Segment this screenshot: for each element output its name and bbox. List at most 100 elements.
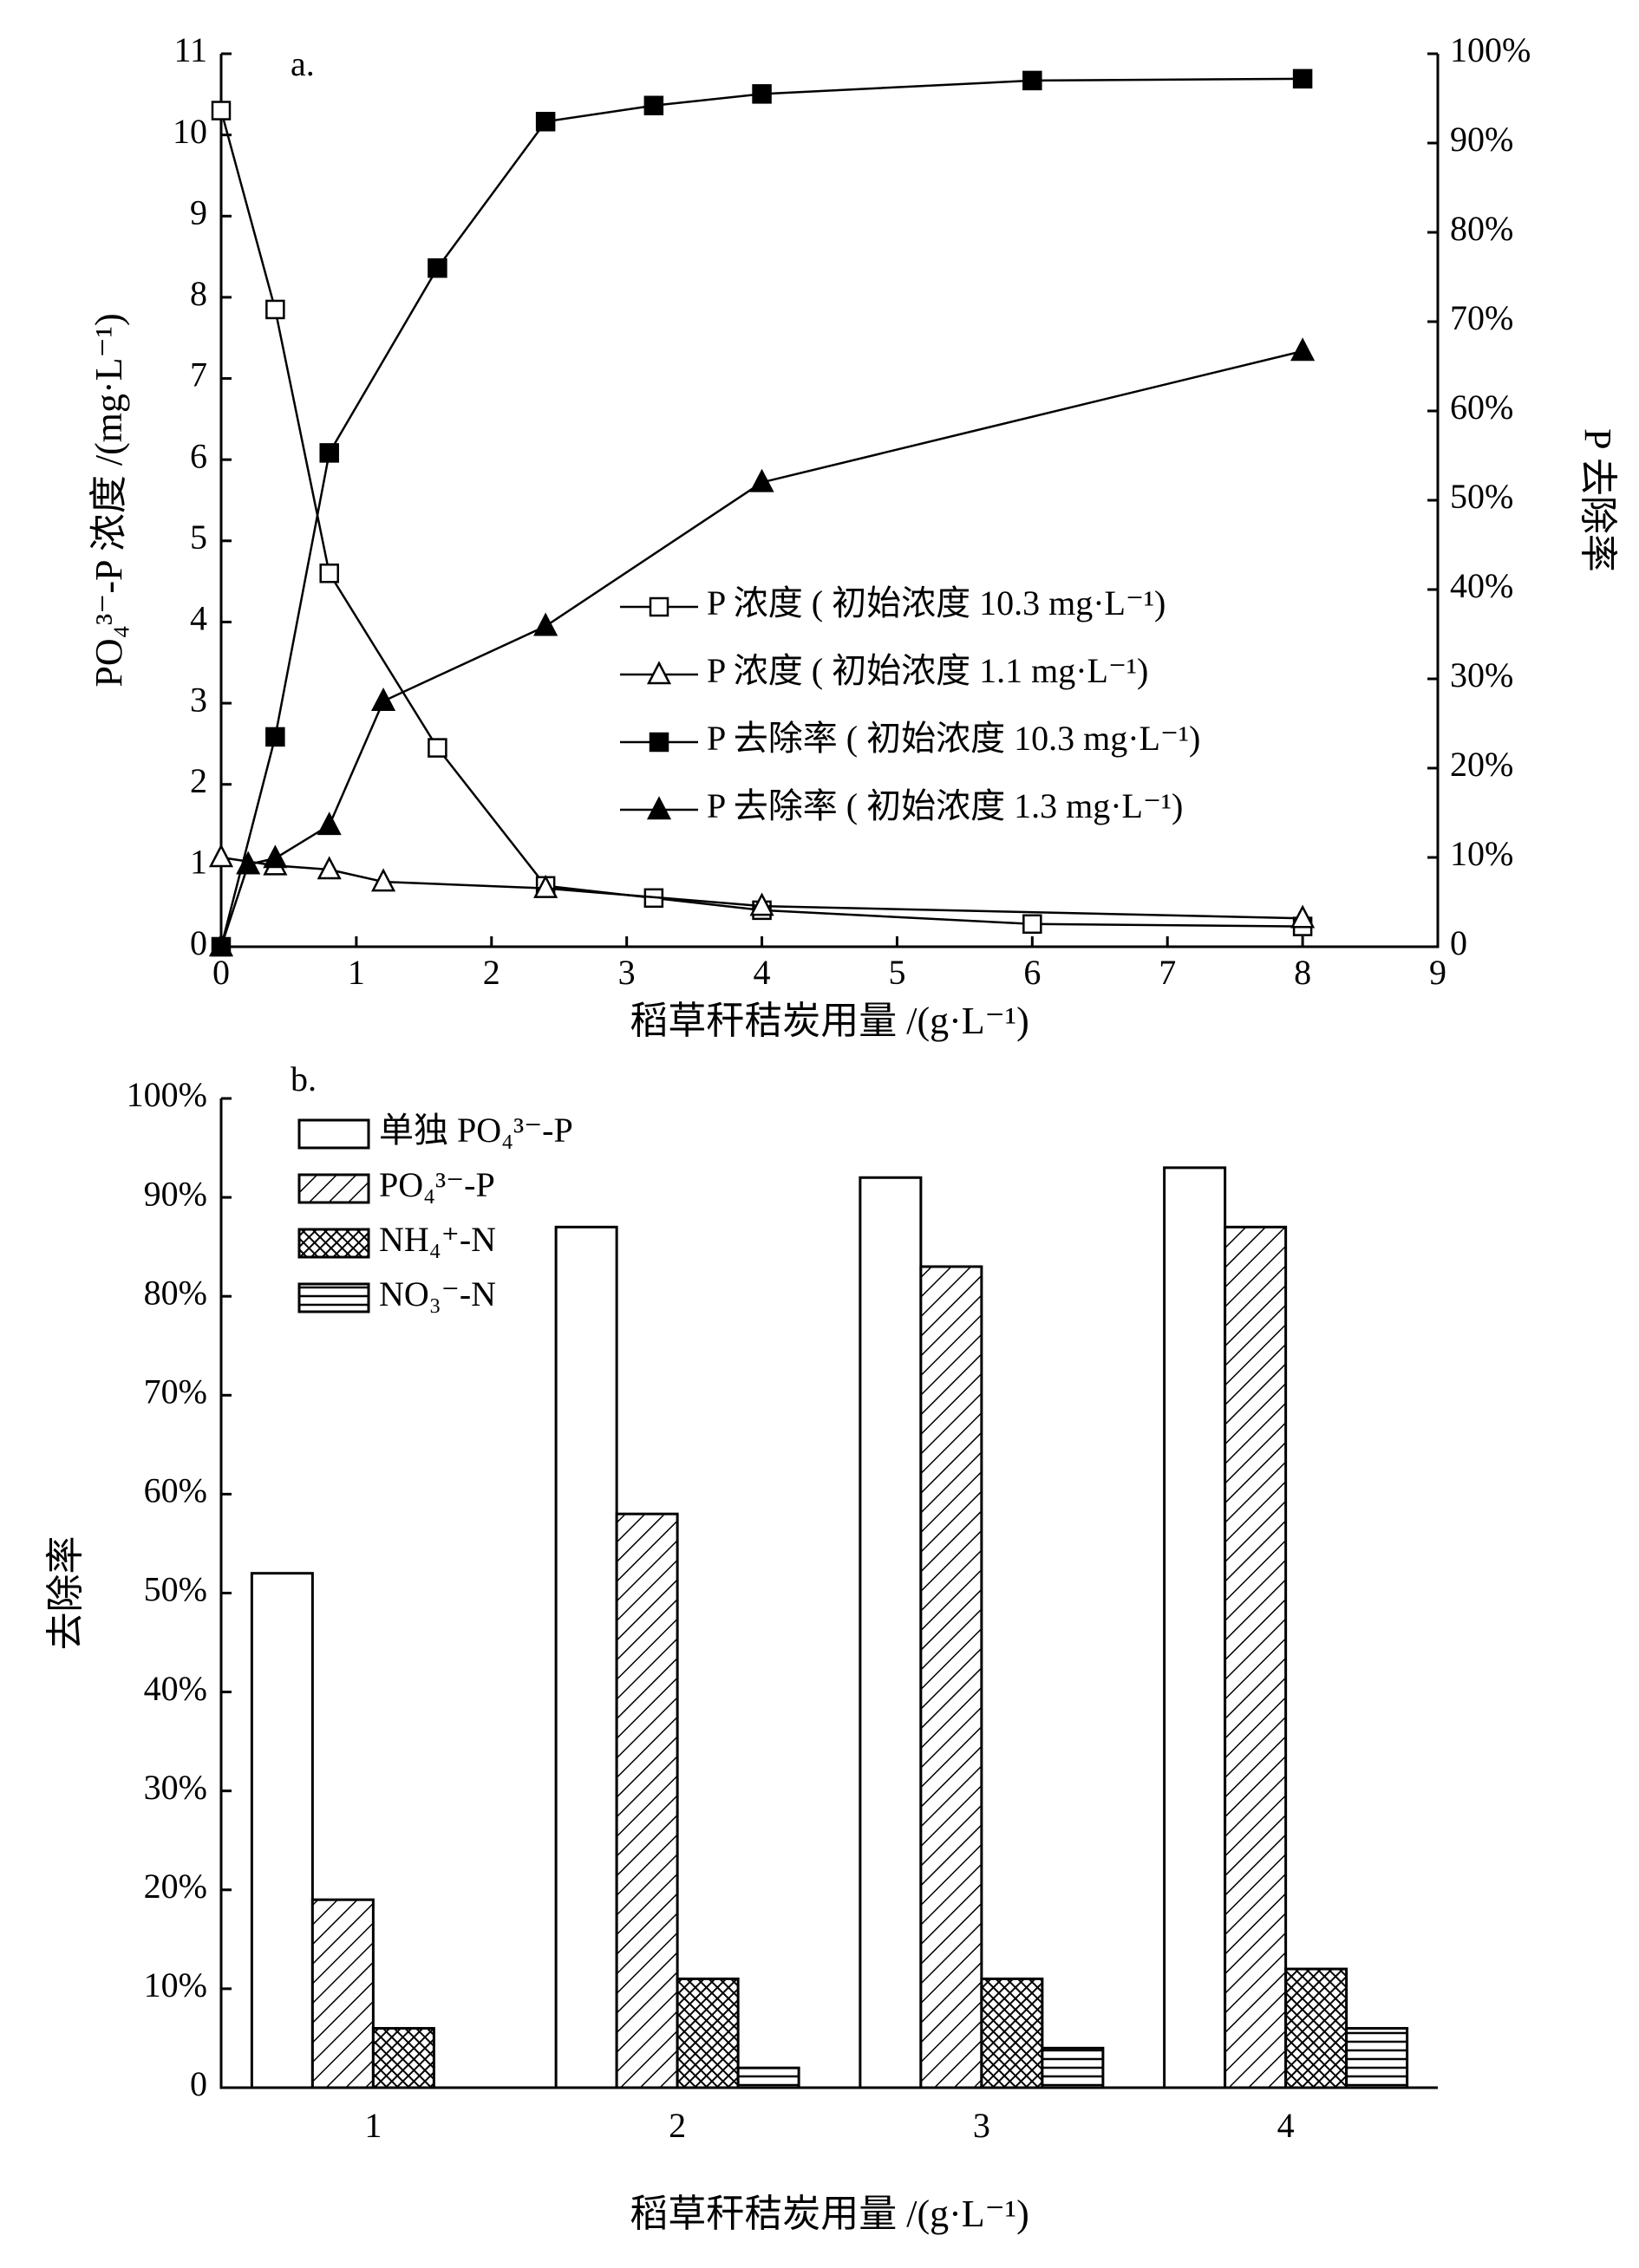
legend-marker bbox=[646, 661, 672, 685]
legend-marker bbox=[649, 732, 669, 753]
legend-label: 单独 PO₄³⁻-P bbox=[379, 1111, 573, 1150]
x-tick-label: 2 bbox=[669, 2106, 686, 2145]
x-tick-label: 1 bbox=[364, 2106, 382, 2145]
data-point bbox=[371, 688, 396, 711]
y2-tick-label: 60% bbox=[1450, 388, 1513, 427]
data-point bbox=[319, 564, 339, 583]
y-tick-label: 100% bbox=[127, 1075, 207, 1114]
legend-swatch bbox=[297, 1173, 370, 1204]
annotation: b. bbox=[291, 1059, 317, 1098]
y2-tick-label: 40% bbox=[1450, 566, 1513, 605]
y2-tick-label: 0 bbox=[1450, 923, 1467, 962]
y-tick-label: 6 bbox=[190, 436, 207, 475]
legend-marker bbox=[646, 796, 672, 820]
data-point bbox=[752, 84, 772, 104]
y-tick-label: 80% bbox=[144, 1273, 207, 1312]
y-axis-label: PO₄³⁻-P 浓度 /(mg·L⁻¹) bbox=[88, 313, 130, 687]
y-tick-label: 5 bbox=[190, 518, 207, 557]
data-point bbox=[535, 112, 556, 132]
legend-swatch bbox=[297, 1118, 370, 1150]
series-line bbox=[219, 349, 1303, 948]
legend-label: P 去除率 ( 初始浓度 10.3 mg·L⁻¹) bbox=[707, 719, 1200, 758]
data-point bbox=[236, 850, 261, 875]
x-tick-label: 3 bbox=[973, 2106, 990, 2145]
y2-tick-label: 80% bbox=[1450, 209, 1513, 248]
y-tick-label: 40% bbox=[144, 1669, 207, 1708]
bar bbox=[1345, 2027, 1409, 2089]
bar bbox=[1163, 1166, 1227, 2089]
bar bbox=[859, 1176, 923, 2089]
y-tick-label: 0 bbox=[190, 2064, 207, 2103]
data-point bbox=[208, 844, 234, 868]
bar bbox=[919, 1265, 983, 2089]
data-point bbox=[211, 101, 232, 121]
y-tick-label: 50% bbox=[144, 1570, 207, 1609]
data-point bbox=[643, 95, 664, 115]
bar bbox=[736, 2066, 800, 2089]
bar bbox=[371, 2027, 435, 2089]
y-tick-label: 10 bbox=[173, 112, 207, 151]
y-tick-label: 9 bbox=[190, 192, 207, 231]
bar bbox=[310, 1898, 375, 2089]
y-tick-label: 0 bbox=[190, 923, 207, 962]
legend-swatch bbox=[297, 1282, 370, 1313]
bar bbox=[615, 1512, 679, 2089]
y2-axis-label: P 去除率 bbox=[1577, 428, 1619, 572]
x-tick-label: 8 bbox=[1294, 953, 1311, 992]
data-point bbox=[319, 443, 339, 463]
data-point bbox=[265, 299, 285, 320]
data-point bbox=[1022, 70, 1042, 91]
y-tick-label: 8 bbox=[190, 274, 207, 313]
x-axis-label: 稻草秆秸炭用量 /(g·L⁻¹) bbox=[630, 2193, 1028, 2235]
data-point bbox=[1292, 68, 1313, 89]
bar bbox=[1284, 1967, 1348, 2089]
legend-label: P 浓度 ( 初始浓度 1.1 mg·L⁻¹) bbox=[707, 651, 1148, 690]
x-tick-label: 5 bbox=[888, 953, 905, 992]
data-point bbox=[371, 868, 396, 892]
y-tick-label: 20% bbox=[144, 1867, 207, 1906]
y-axis-label: 去除率 bbox=[44, 1536, 87, 1651]
legend-label: NH₄⁺-N bbox=[379, 1220, 496, 1259]
bar bbox=[554, 1225, 618, 2089]
y2-tick-label: 20% bbox=[1450, 745, 1513, 784]
data-point bbox=[265, 727, 285, 747]
y2-tick-label: 30% bbox=[1450, 655, 1513, 694]
y-tick-label: 3 bbox=[190, 680, 207, 719]
y-tick-label: 90% bbox=[144, 1174, 207, 1213]
legend-label: P 浓度 ( 初始浓度 10.3 mg·L⁻¹) bbox=[707, 583, 1166, 622]
data-point bbox=[533, 612, 558, 636]
y-tick-label: 7 bbox=[190, 355, 207, 394]
x-tick-label: 1 bbox=[348, 953, 365, 992]
y2-tick-label: 70% bbox=[1450, 298, 1513, 337]
data-point bbox=[208, 933, 234, 957]
data-point bbox=[317, 811, 342, 836]
y-tick-label: 60% bbox=[144, 1471, 207, 1510]
legend-swatch bbox=[297, 1228, 370, 1259]
x-tick-label: 3 bbox=[618, 953, 636, 992]
x-tick-label: 7 bbox=[1159, 953, 1176, 992]
y2-tick-label: 10% bbox=[1450, 834, 1513, 873]
data-point bbox=[428, 257, 447, 278]
data-point bbox=[749, 468, 774, 492]
x-axis-label: 稻草秆秸炭用量 /(g·L⁻¹) bbox=[630, 1000, 1028, 1042]
data-point bbox=[1290, 904, 1316, 929]
x-tick-label: 4 bbox=[1277, 2106, 1295, 2145]
y-tick-label: 4 bbox=[190, 599, 207, 638]
legend-label: P 去除率 ( 初始浓度 1.3 mg·L⁻¹) bbox=[707, 786, 1183, 825]
y-tick-label: 70% bbox=[144, 1372, 207, 1411]
y-tick-label: 1 bbox=[190, 843, 207, 882]
data-point bbox=[317, 856, 342, 880]
y-tick-label: 30% bbox=[144, 1768, 207, 1807]
y2-tick-label: 90% bbox=[1450, 120, 1513, 159]
legend-label: NO₃⁻-N bbox=[379, 1274, 496, 1313]
x-tick-label: 4 bbox=[754, 953, 771, 992]
data-point bbox=[1290, 337, 1316, 362]
y-tick-label: 2 bbox=[190, 761, 207, 800]
legend-label: PO₄³⁻-P bbox=[379, 1165, 495, 1204]
annotation: a. bbox=[291, 44, 315, 83]
x-tick-label: 6 bbox=[1023, 953, 1041, 992]
data-point bbox=[533, 874, 558, 898]
y-tick-label: 10% bbox=[144, 1965, 207, 2004]
legend-marker bbox=[649, 596, 669, 617]
